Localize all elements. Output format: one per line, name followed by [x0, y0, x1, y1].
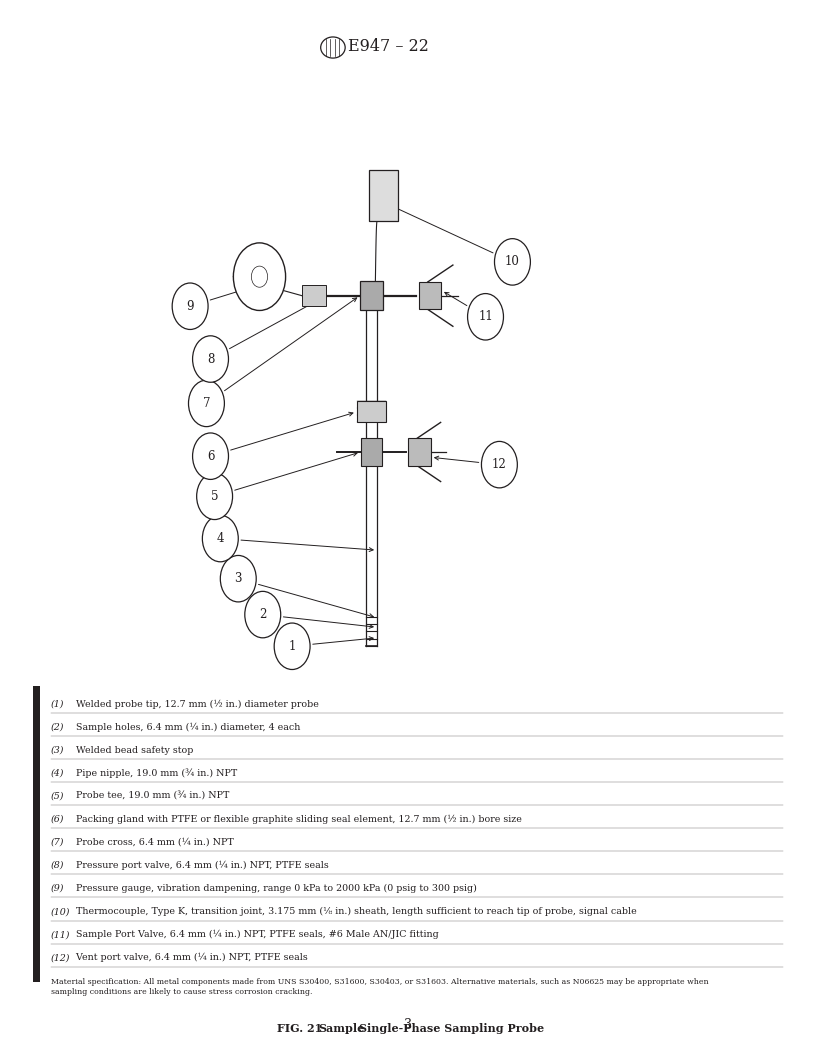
Text: Probe cross, 6.4 mm (¼ in.) NPT: Probe cross, 6.4 mm (¼ in.) NPT [73, 838, 234, 847]
Circle shape [494, 239, 530, 285]
Circle shape [172, 283, 208, 329]
Text: (1): (1) [51, 700, 64, 709]
Text: Pipe nipple, 19.0 mm (¾ in.) NPT: Pipe nipple, 19.0 mm (¾ in.) NPT [73, 769, 237, 778]
Circle shape [193, 336, 228, 382]
Text: 11: 11 [478, 310, 493, 323]
Text: 1: 1 [288, 640, 296, 653]
Text: 2: 2 [259, 608, 267, 621]
Text: (3): (3) [51, 746, 64, 755]
Text: (10): (10) [51, 907, 70, 916]
Text: (7): (7) [51, 838, 64, 847]
Circle shape [188, 380, 224, 427]
Text: 5: 5 [211, 490, 219, 503]
Circle shape [197, 473, 233, 520]
Circle shape [193, 433, 228, 479]
Text: Thermocouple, Type K, transition joint, 3.175 mm (⅛ in.) sheath, length sufficie: Thermocouple, Type K, transition joint, … [73, 907, 637, 917]
Text: Single-Phase Sampling Probe: Single-Phase Sampling Probe [359, 1023, 544, 1034]
Bar [408, 438, 431, 466]
Text: Material specification: All metal components made from UNS S30400, S31600, S3040: Material specification: All metal compon… [51, 979, 708, 996]
Text: 3: 3 [234, 572, 242, 585]
Text: E947 – 22: E947 – 22 [348, 38, 429, 56]
Bar [369, 170, 398, 221]
Text: 7: 7 [202, 397, 211, 410]
Text: Sample Port Valve, 6.4 mm (¼ in.) NPT, PTFE seals, #6 Male AN/JIC fitting: Sample Port Valve, 6.4 mm (¼ in.) NPT, P… [73, 930, 439, 939]
Text: 8: 8 [206, 353, 215, 365]
Text: (12): (12) [51, 954, 70, 962]
Text: 3: 3 [404, 1018, 412, 1031]
Text: Welded probe tip, 12.7 mm (½ in.) diameter probe: Welded probe tip, 12.7 mm (½ in.) diamet… [73, 700, 319, 709]
Text: (5): (5) [51, 792, 64, 800]
Text: (11): (11) [51, 930, 70, 939]
Text: Sample holes, 6.4 mm (¼ in.) diameter, 4 each: Sample holes, 6.4 mm (¼ in.) diameter, 4… [73, 722, 301, 732]
Text: (8): (8) [51, 861, 64, 870]
Text: (6): (6) [51, 815, 64, 824]
Circle shape [481, 441, 517, 488]
Text: Vent port valve, 6.4 mm (¼ in.) NPT, PTFE seals: Vent port valve, 6.4 mm (¼ in.) NPT, PTF… [73, 953, 308, 962]
Circle shape [233, 243, 286, 310]
Text: Sample: Sample [318, 1023, 365, 1034]
Text: Pressure gauge, vibration dampening, range 0 kPa to 2000 kPa (0 psig to 300 psig: Pressure gauge, vibration dampening, ran… [73, 884, 477, 893]
Bar [33, 686, 40, 982]
Bar [302, 285, 326, 306]
Text: (4): (4) [51, 769, 64, 778]
Text: (9): (9) [51, 884, 64, 893]
Circle shape [245, 591, 281, 638]
Bar [419, 282, 441, 309]
Text: 4: 4 [216, 532, 224, 545]
Bar [357, 401, 386, 422]
Text: (2): (2) [51, 723, 64, 732]
Text: 9: 9 [186, 300, 194, 313]
Text: Probe tee, 19.0 mm (¾ in.) NPT: Probe tee, 19.0 mm (¾ in.) NPT [73, 792, 230, 802]
Bar [360, 281, 383, 310]
Text: Packing gland with PTFE or flexible graphite sliding seal element, 12.7 mm (½ in: Packing gland with PTFE or flexible grap… [73, 815, 522, 824]
Circle shape [274, 623, 310, 670]
Bar [361, 438, 382, 466]
Text: Pressure port valve, 6.4 mm (¼ in.) NPT, PTFE seals: Pressure port valve, 6.4 mm (¼ in.) NPT,… [73, 861, 329, 870]
Circle shape [220, 555, 256, 602]
Text: FIG. 21: FIG. 21 [277, 1023, 328, 1034]
Circle shape [468, 294, 503, 340]
Text: 6: 6 [206, 450, 215, 463]
Text: 10: 10 [505, 256, 520, 268]
Circle shape [202, 515, 238, 562]
Text: 12: 12 [492, 458, 507, 471]
Text: Welded bead safety stop: Welded bead safety stop [73, 746, 194, 755]
